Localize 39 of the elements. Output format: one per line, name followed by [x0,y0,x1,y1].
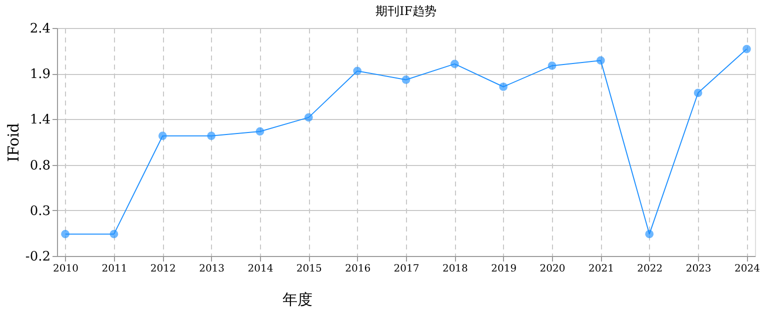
x-tick-label: 2023 [686,264,712,274]
y-tick-label: -0.2 [25,250,50,264]
x-tick-label: 2011 [102,264,128,274]
x-axis-title: 年度 [282,290,312,308]
x-tick-label: 2020 [540,264,566,274]
y-tick-label: 0.8 [30,158,50,174]
y-tick-label: 0.3 [30,204,50,219]
y-tick-label: 2.4 [30,22,50,36]
point [61,230,70,238]
point [304,113,313,122]
x-tick-label: 2019 [491,264,517,274]
point [645,230,654,238]
point [158,132,167,140]
x-tick-label: 2021 [588,264,614,274]
x-tick-label: 2017 [394,264,420,274]
x-tick-label: 2015 [296,264,322,274]
x-tick-label: 2016 [345,264,371,274]
y-tick-label: 1.9 [30,67,50,82]
point [353,66,362,76]
point [596,56,605,65]
y-axis-title: IFoid [4,122,22,162]
point [694,88,702,98]
point [207,132,216,140]
point [110,230,118,238]
x-tick-label: 2018 [442,264,468,274]
x-tick-label: 2022 [637,264,663,274]
x-tick-label: 2024 [734,264,760,274]
point [548,62,556,70]
point [499,82,508,91]
point [742,44,751,54]
chart-title: 期刊IF趋势 [375,4,437,18]
x-tick-label: 2010 [53,264,78,274]
point [402,76,410,84]
y-tick-label: 1.4 [30,112,50,128]
x-tick-label: 2012 [150,264,176,274]
point [450,60,459,68]
x-tick-label: 2014 [248,264,274,274]
x-tick-label: 2013 [199,264,225,274]
point [256,127,264,136]
